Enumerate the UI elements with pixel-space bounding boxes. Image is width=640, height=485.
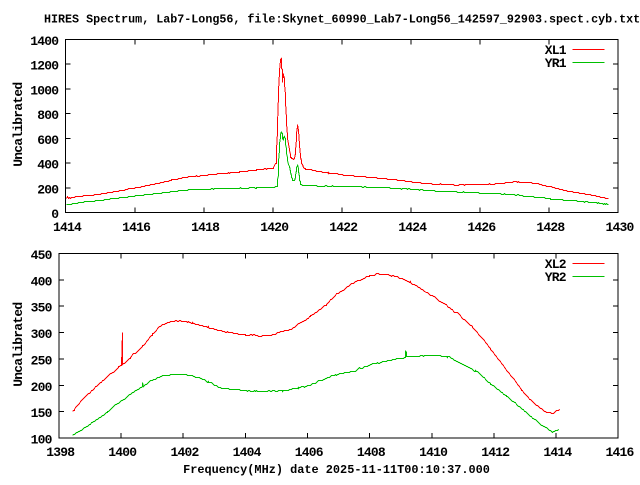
svg-text:1400: 1400 — [108, 445, 137, 460]
svg-text:1410: 1410 — [419, 445, 448, 460]
svg-text:1418: 1418 — [191, 220, 220, 235]
svg-text:XL1: XL1 — [545, 43, 567, 58]
svg-text:1400: 1400 — [30, 34, 59, 49]
svg-text:1200: 1200 — [30, 59, 59, 74]
svg-text:1416: 1416 — [605, 445, 634, 460]
svg-text:1414: 1414 — [53, 220, 82, 235]
svg-text:350: 350 — [31, 301, 53, 316]
svg-text:1424: 1424 — [398, 220, 427, 235]
svg-text:400: 400 — [31, 274, 53, 289]
svg-text:450: 450 — [31, 248, 53, 263]
svg-text:Frequency(MHz) date 2025-11-11: Frequency(MHz) date 2025-11-11T00:10:37.… — [183, 463, 490, 477]
svg-text:1430: 1430 — [605, 220, 634, 235]
svg-text:1422: 1422 — [329, 220, 358, 235]
svg-text:1406: 1406 — [295, 445, 324, 460]
svg-text:1416: 1416 — [122, 220, 151, 235]
svg-text:Uncalibrated: Uncalibrated — [11, 303, 26, 387]
svg-text:HIRES Spectrum, Lab7-Long56, f: HIRES Spectrum, Lab7-Long56, file:Skynet… — [44, 13, 640, 27]
svg-text:1414: 1414 — [543, 445, 572, 460]
svg-text:600: 600 — [37, 133, 59, 148]
svg-text:1412: 1412 — [481, 445, 510, 460]
svg-text:800: 800 — [37, 108, 59, 123]
svg-text:1000: 1000 — [30, 83, 59, 98]
svg-text:YR2: YR2 — [545, 270, 567, 285]
svg-text:1408: 1408 — [357, 445, 386, 460]
svg-text:300: 300 — [31, 327, 53, 342]
svg-text:1398: 1398 — [46, 445, 75, 460]
svg-text:1426: 1426 — [467, 220, 496, 235]
svg-text:YR1: YR1 — [545, 56, 567, 71]
svg-text:1402: 1402 — [170, 445, 199, 460]
svg-text:200: 200 — [31, 380, 53, 395]
svg-text:1420: 1420 — [260, 220, 289, 235]
svg-text:0: 0 — [51, 207, 59, 222]
svg-text:400: 400 — [37, 158, 59, 173]
svg-text:250: 250 — [31, 353, 53, 368]
svg-text:1428: 1428 — [536, 220, 565, 235]
svg-text:200: 200 — [37, 182, 59, 197]
svg-text:150: 150 — [31, 406, 53, 421]
svg-text:XL2: XL2 — [545, 257, 567, 272]
svg-text:Uncalibrated: Uncalibrated — [11, 83, 26, 167]
svg-text:100: 100 — [31, 433, 53, 448]
svg-text:1404: 1404 — [233, 445, 262, 460]
